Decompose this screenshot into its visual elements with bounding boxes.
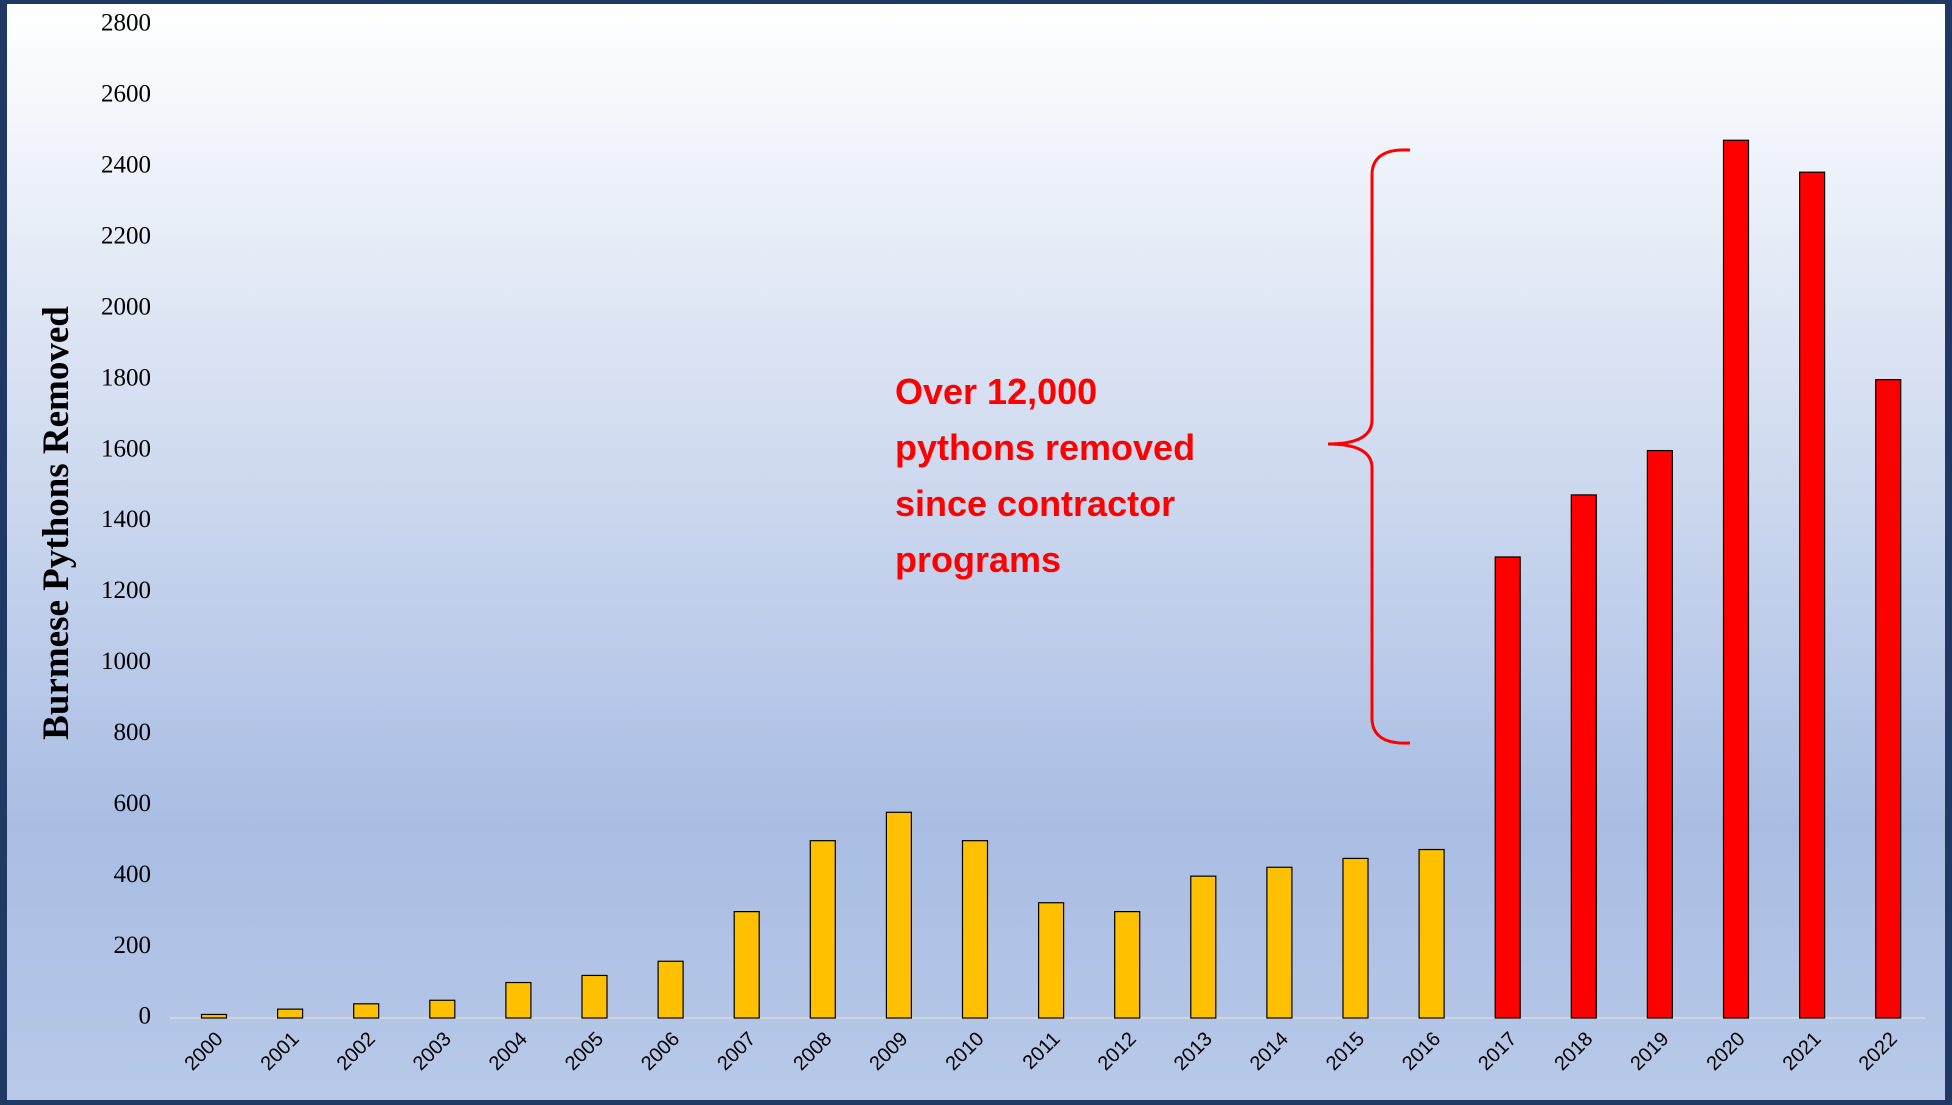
bar [1724,140,1749,1018]
bar [963,841,988,1018]
y-tick-label: 0 [139,1003,152,1030]
y-tick-label: 200 [114,932,152,959]
y-tick-label: 1000 [101,648,151,675]
bar [1571,495,1596,1018]
annotation-line: Over 12,000 [895,371,1097,412]
y-tick-label: 2200 [101,223,151,250]
bar [582,975,607,1018]
bar [1191,876,1216,1018]
y-tick-label: 1800 [101,364,151,391]
bar [1800,172,1825,1018]
annotation-line: pythons removed [895,427,1195,468]
bar [1267,867,1292,1018]
bar [1115,912,1140,1018]
y-tick-label: 2000 [101,293,151,320]
bar [1419,850,1444,1018]
bar [1647,451,1672,1018]
annotation-line: since contractor [895,483,1175,524]
y-axis-label: Burmese Pythons Removed [36,306,77,740]
bar [1039,903,1064,1018]
bar [354,1004,379,1018]
bar [202,1014,227,1018]
bar [1876,380,1901,1018]
bar [658,961,683,1018]
y-tick-label: 2800 [101,10,151,37]
y-tick-label: 2600 [101,81,151,108]
bar [278,1009,303,1018]
bar [1495,557,1520,1018]
bar [886,812,911,1018]
y-tick-label: 1600 [101,435,151,462]
y-tick-label: 1400 [101,506,151,533]
y-tick-label: 600 [114,790,152,817]
bar [430,1000,455,1018]
annotation-line: programs [895,539,1061,580]
y-tick-label: 1200 [101,577,151,604]
y-tick-label: 800 [114,719,152,746]
bar [1343,858,1368,1018]
bar [734,912,759,1018]
y-tick-label: 400 [114,861,152,888]
bar [506,983,531,1018]
chart: Burmese Pythons Removed Over 12,000 pytho… [0,0,1952,1105]
bar [810,841,835,1018]
y-tick-label: 2400 [101,152,151,179]
